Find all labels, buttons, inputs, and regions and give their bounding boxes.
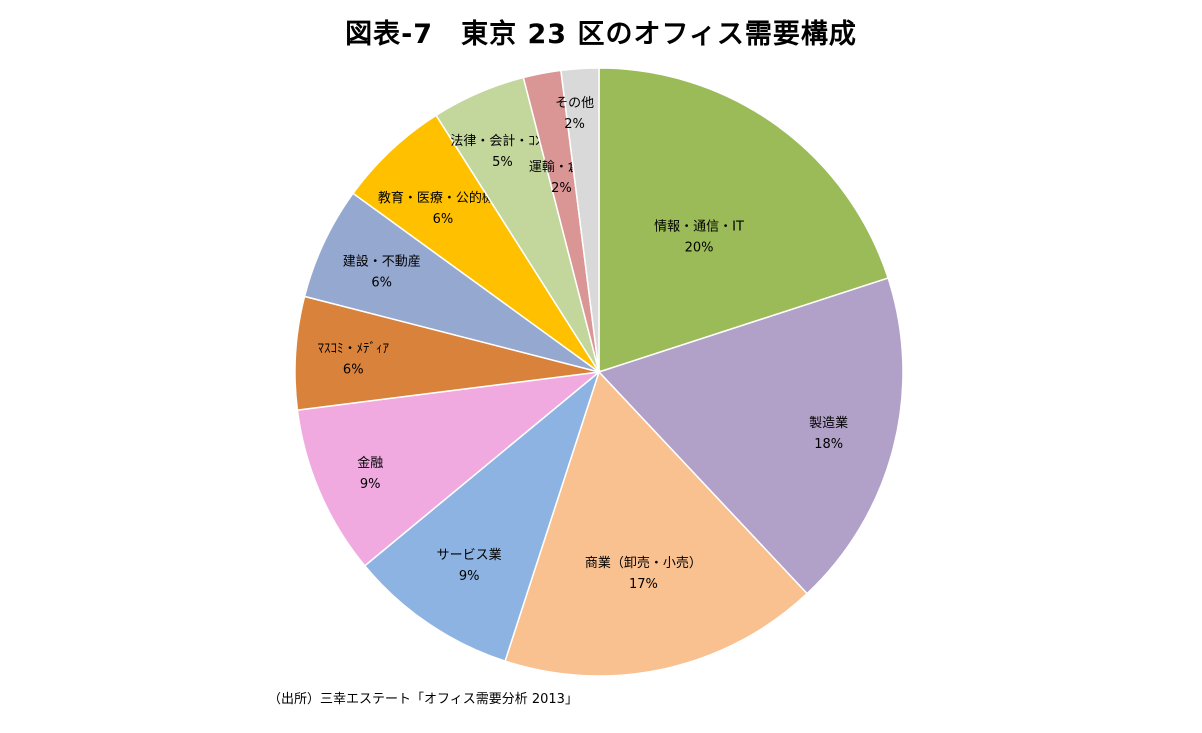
slice-value-label: 5%: [492, 155, 513, 170]
slice-value-label: 6%: [343, 363, 364, 378]
slice-category-label: 法律・会計・ｺﾝｻﾙ: [450, 133, 555, 149]
pie-slice: [598, 67, 890, 374]
pie-slice: [560, 67, 600, 373]
slice-category-label: 商業（卸売・小売）: [585, 555, 702, 571]
pie-slice: [504, 370, 809, 677]
pie-slice: [296, 370, 602, 567]
chart-title: 図表-7 東京 23 区のオフィス需要構成: [345, 19, 857, 50]
slice-category-label: 製造業: [809, 415, 848, 431]
pie-slice: [363, 369, 601, 663]
slice-value-label: 18%: [814, 437, 843, 452]
slice-value-label: 17%: [629, 577, 658, 592]
slice-category-label: 教育・医療・公的機関: [378, 190, 508, 206]
pie-slice: [597, 277, 904, 595]
slice-value-label: 2%: [564, 117, 585, 132]
slice-category-label: 情報・通信・IT: [654, 219, 744, 234]
slice-category-label: 金融: [357, 455, 383, 471]
slice-value-label: 9%: [459, 569, 480, 584]
slice-value-label: 6%: [433, 212, 454, 227]
slice-value-label: 9%: [360, 477, 381, 492]
slice-category-label: その他: [555, 96, 594, 111]
slice-value-label: 6%: [371, 276, 392, 291]
slice-category-label: サービス業: [437, 547, 502, 563]
slice-value-label: 2%: [551, 181, 572, 196]
slice-value-label: 20%: [685, 240, 714, 255]
slice-category-label: ﾏｽｺﾐ・ﾒﾃﾞｨｱ: [317, 342, 389, 357]
source-note: （出所）三幸エステート「オフィス需要分析 2013」: [268, 692, 578, 707]
slice-category-label: 建設・不動産: [343, 254, 421, 270]
